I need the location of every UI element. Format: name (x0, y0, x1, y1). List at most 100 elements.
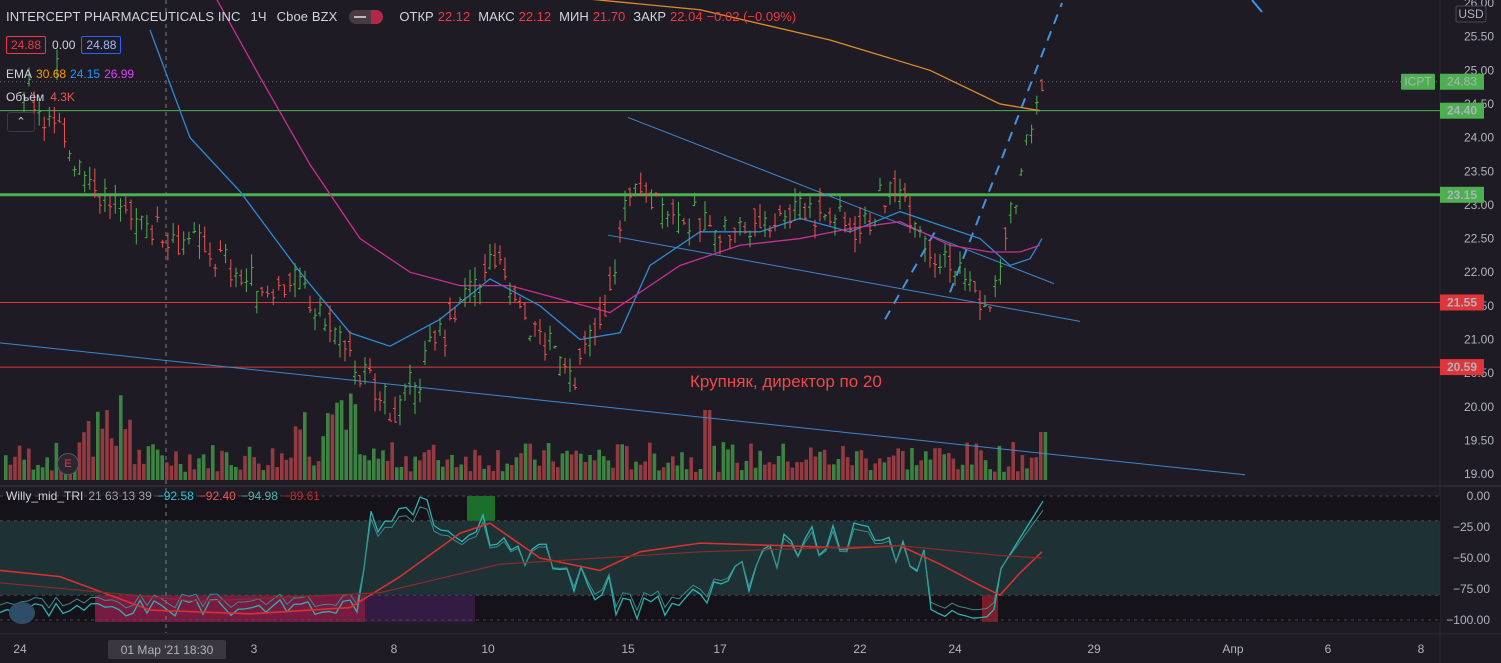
candle (498, 245, 502, 265)
high-label: МАКС (478, 9, 515, 24)
volume-bar (128, 419, 132, 480)
candle (234, 267, 238, 288)
symbol-title[interactable]: INTERCEPT PHARMACEUTICALS INC (6, 9, 241, 24)
candle (913, 221, 917, 238)
volume-bar (703, 410, 707, 480)
candle (192, 222, 197, 234)
volume-bar (183, 471, 187, 480)
volume-bar (680, 452, 684, 480)
candle (933, 253, 937, 278)
volume-bar (818, 451, 822, 480)
volume-bar (123, 429, 128, 480)
volume-bar (105, 410, 109, 480)
earnings-event-icon[interactable]: E (57, 453, 79, 475)
currency-label: USD (1458, 7, 1484, 21)
candle (493, 243, 497, 269)
indicator-value-2: −92.40 (198, 489, 236, 503)
volume-bar (303, 412, 307, 480)
volume-bar (436, 460, 440, 480)
candle (743, 222, 747, 234)
candle (388, 412, 392, 422)
candle (553, 345, 557, 349)
volume-bar (1025, 468, 1029, 480)
candle (303, 270, 307, 289)
volume-bar (220, 450, 224, 480)
change-value: −0.02 (−0.09%) (706, 9, 797, 24)
market-status-icon[interactable] (349, 9, 384, 24)
candle (903, 183, 907, 202)
candle (478, 283, 482, 305)
time-axis-tick: 24 (13, 642, 27, 656)
candle (873, 218, 877, 227)
volume-bar (109, 438, 114, 480)
volume-bar (464, 456, 468, 480)
candle (433, 330, 437, 351)
volume-bar (832, 464, 836, 480)
volume-bar (1043, 432, 1048, 480)
candle (833, 214, 837, 236)
volume-bar (569, 454, 574, 480)
bid-button[interactable]: 24.88 (6, 36, 47, 54)
candle (588, 324, 592, 357)
volume-bar (1034, 457, 1038, 480)
volume-bar (753, 467, 758, 480)
collapse-legend-button[interactable]: ⌃ (7, 112, 35, 132)
ema-legend[interactable]: EMA 30.68 24.15 26.99 (6, 67, 134, 81)
volume-bar (781, 443, 785, 480)
volume-bar (537, 465, 542, 480)
volume-bar (882, 462, 887, 480)
ask-button[interactable]: 24.88 (81, 36, 122, 54)
chart-annotation[interactable]: Крупняк, директор по 20 (690, 372, 882, 391)
candle (676, 201, 681, 234)
volume-bar (395, 467, 399, 480)
trend-line (627, 116, 1055, 285)
volume-bar (376, 458, 381, 480)
candle (92, 168, 97, 198)
candle (649, 189, 654, 210)
volume-bar (404, 456, 408, 480)
candle (803, 202, 807, 221)
time-axis-tick: 22 (853, 642, 867, 656)
indicator-legend[interactable]: Willy_mid_TRI 21 63 13 39 −92.58 −92.40 … (6, 489, 320, 503)
candle (244, 268, 249, 293)
volume-bar (671, 456, 675, 480)
open-value: 22.12 (437, 9, 471, 24)
candle (171, 223, 176, 243)
volume-bar (611, 467, 615, 480)
candle (723, 216, 727, 231)
volume-bar (211, 445, 215, 480)
indicator-value-1: −92.58 (156, 489, 194, 503)
candle (1008, 201, 1013, 224)
volume-bar (367, 460, 371, 480)
volume-bar (427, 449, 431, 480)
candle (343, 340, 347, 362)
volume-bar (648, 442, 652, 480)
candle (968, 271, 972, 292)
candle (943, 244, 947, 268)
candle (55, 49, 59, 80)
indicator-axis-tick: −75.00 (1453, 582, 1490, 596)
volume-bar (565, 450, 569, 480)
volume-bar (422, 452, 427, 480)
volume-bar (206, 468, 210, 480)
candle (558, 356, 562, 376)
tradingview-logo-icon[interactable] (9, 602, 35, 624)
level-price-label-bg (1440, 102, 1484, 119)
ema-value-3: 26.99 (104, 67, 135, 81)
interval-label[interactable]: 1Ч (250, 9, 267, 24)
volume-legend[interactable]: Объём 4.3K (6, 90, 75, 104)
volume-bar (36, 464, 40, 480)
volume-bar (638, 464, 643, 480)
volume-bar (993, 471, 997, 480)
candle (378, 391, 382, 411)
candle (928, 239, 932, 268)
candle (249, 254, 254, 286)
candle (418, 378, 422, 403)
ema-line-1 (592, 0, 1041, 112)
volume-bar (850, 465, 854, 480)
volume-bar (234, 466, 238, 480)
level-price-label: 24.40 (1447, 104, 1477, 118)
volume-bar (744, 460, 749, 480)
dashed-projection-line (949, 2, 1063, 293)
